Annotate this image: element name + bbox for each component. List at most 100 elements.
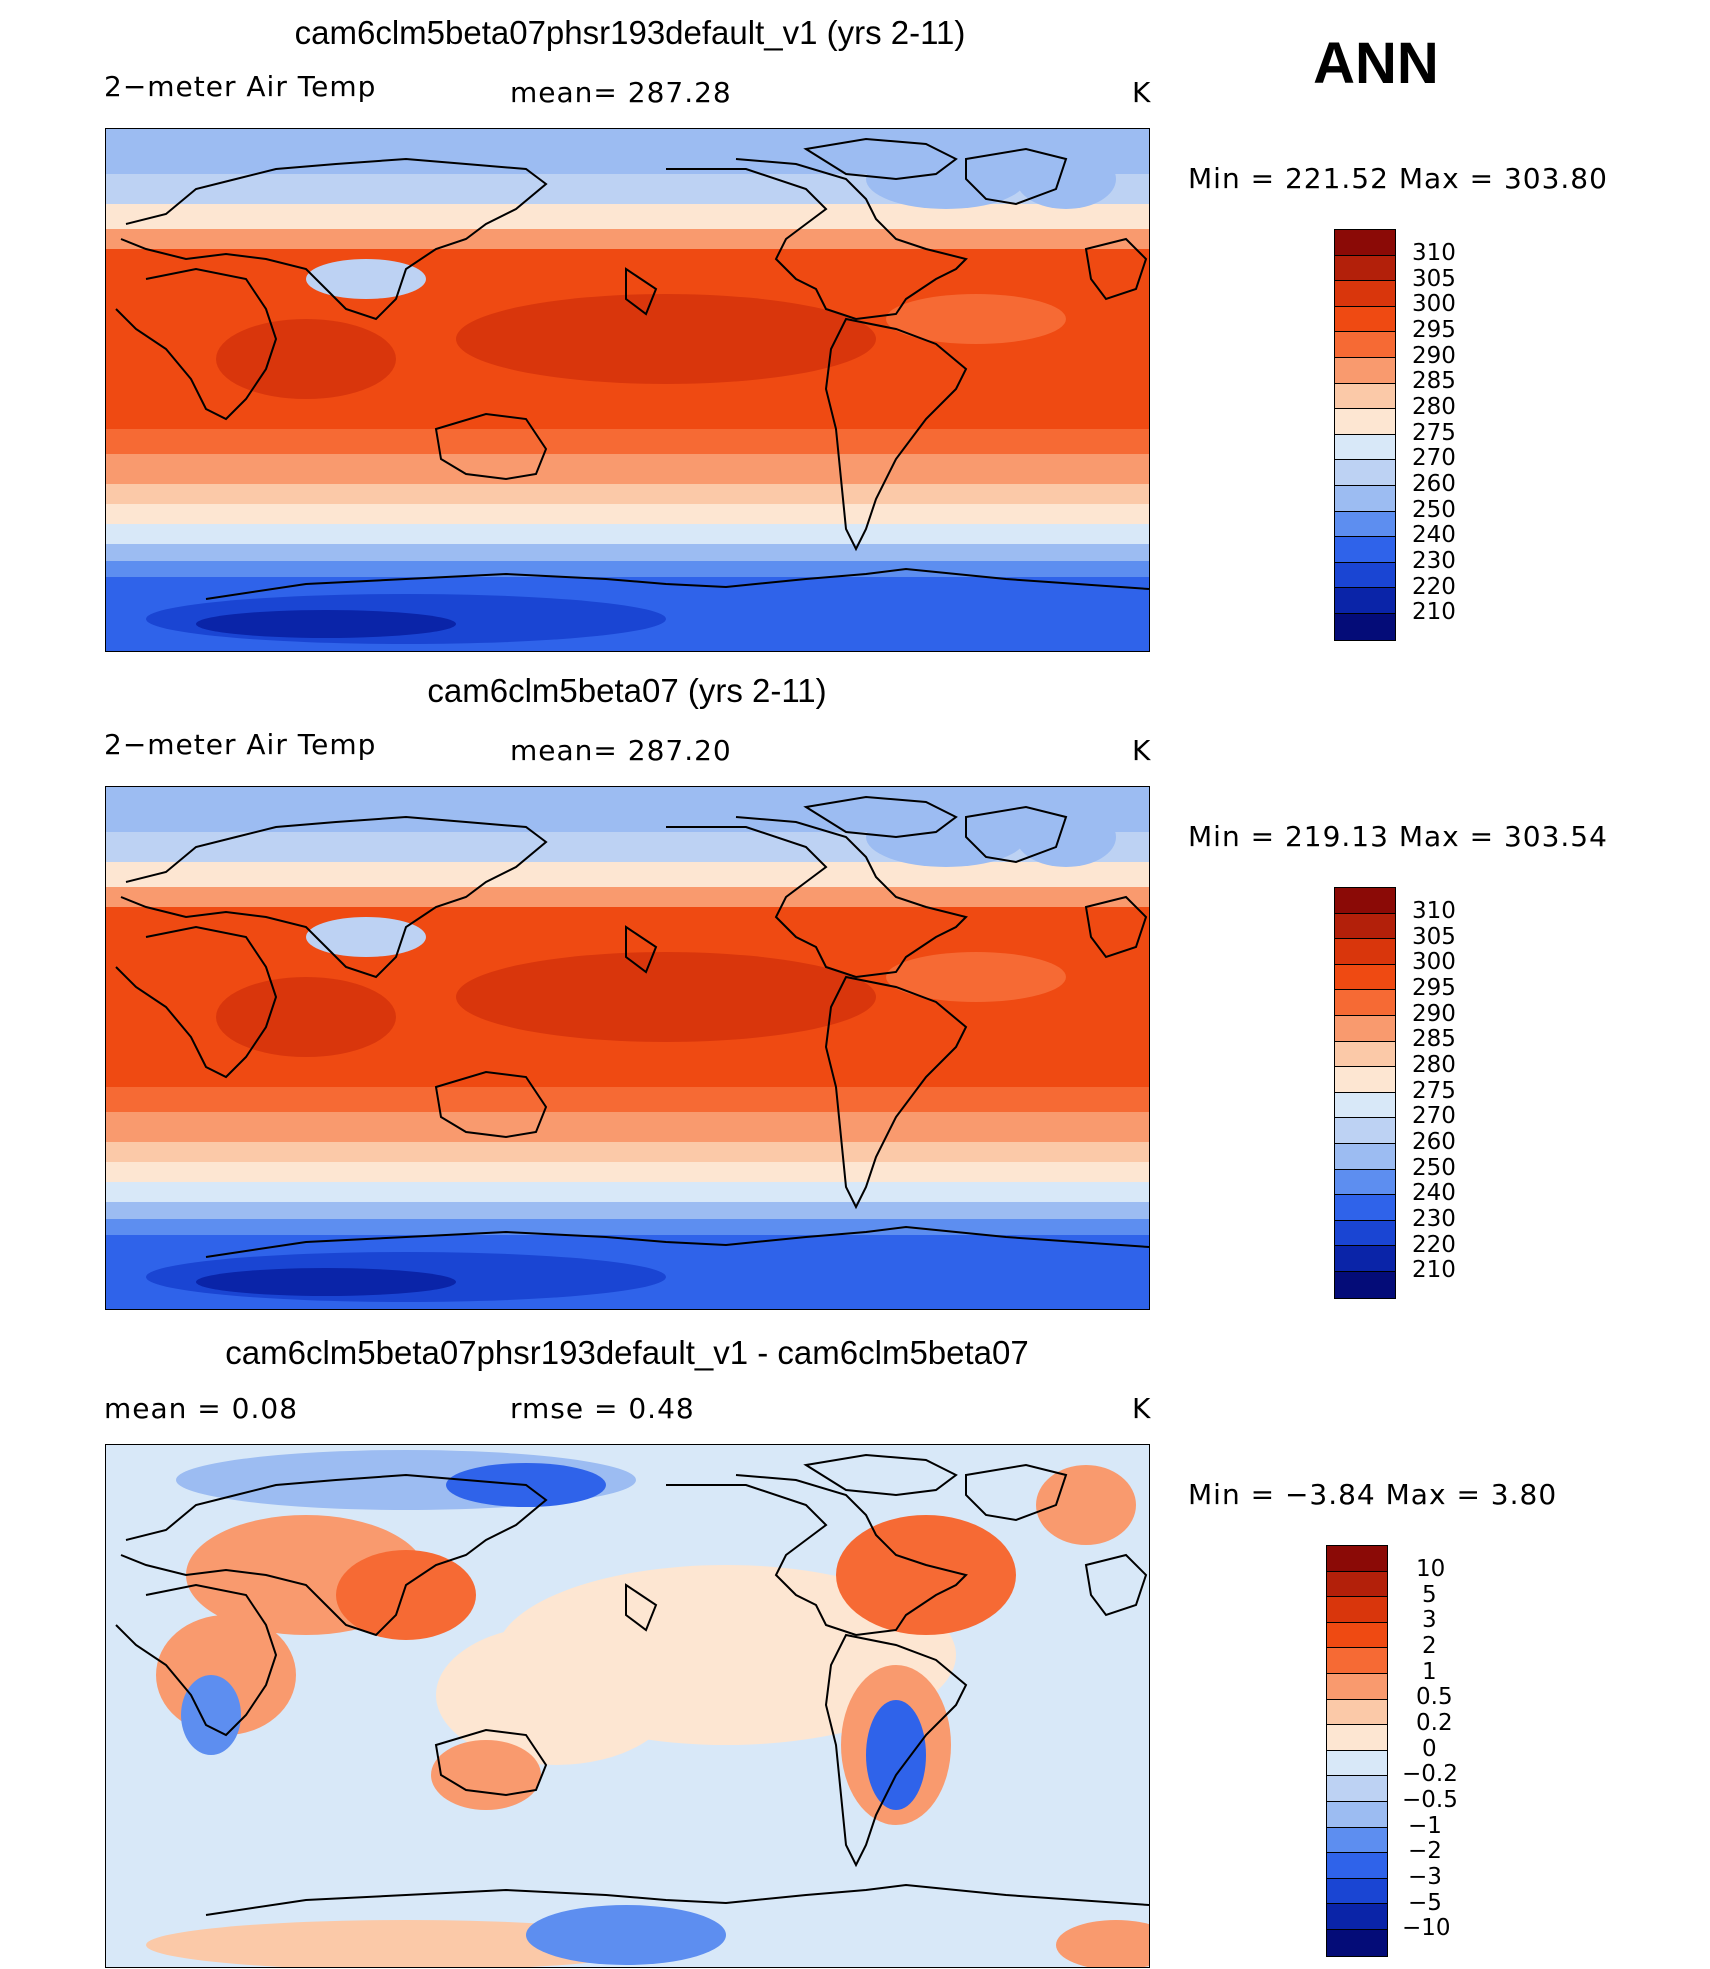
panel1-temperature-field [106, 129, 1149, 651]
colorbar-segment [1327, 1801, 1387, 1828]
colorbar-segment [1335, 939, 1395, 965]
panel2-variable-label: 2−meter Air Temp [104, 728, 377, 761]
panel2-units-label: K [1132, 734, 1152, 767]
colorbar-segment [1335, 990, 1395, 1016]
colorbar-segment [1335, 434, 1395, 461]
colorbar-segment [1327, 1853, 1387, 1879]
colorbar-tick-label: 250 [1412, 1155, 1456, 1181]
colorbar-segment [1335, 1041, 1395, 1068]
colorbar-tick-label: 230 [1412, 1206, 1456, 1232]
colorbar-segment [1335, 888, 1395, 914]
colorbar-tick-label: 250 [1412, 497, 1456, 523]
colorbar-tick-label: 5 [1422, 1582, 1437, 1608]
colorbar-tick-label: 260 [1412, 471, 1456, 497]
colorbar-tick-label: 310 [1412, 898, 1456, 924]
colorbar-tick-label: −10 [1402, 1915, 1451, 1941]
colorbar-segment [1335, 1143, 1395, 1170]
colorbar-segment [1335, 1092, 1395, 1119]
colorbar-tick-label: −0.2 [1402, 1761, 1458, 1787]
colorbar-segment [1335, 1169, 1395, 1196]
colorbar-segment [1335, 281, 1395, 307]
colorbar-tick-label: 300 [1412, 291, 1456, 317]
colorbar-segment [1327, 1571, 1387, 1598]
colorbar-segment [1335, 1271, 1395, 1298]
panel1-colorbar-ticks: 310 305 300 295 290 285 280 275 270 260 … [1412, 229, 1512, 639]
colorbar-tick-label: 230 [1412, 548, 1456, 574]
colorbar-tick-label: 3 [1422, 1607, 1437, 1633]
colorbar-tick-label: 220 [1412, 574, 1456, 600]
colorbar-tick-label: −2 [1408, 1838, 1442, 1864]
colorbar-tick-label: 0.2 [1416, 1710, 1453, 1736]
colorbar-segment [1335, 511, 1395, 538]
colorbar-tick-label: 290 [1412, 343, 1456, 369]
colorbar-segment [1327, 1929, 1387, 1956]
panel3-colorbar [1326, 1545, 1388, 1957]
colorbar-tick-label: 310 [1412, 240, 1456, 266]
colorbar-segment [1335, 537, 1395, 563]
colorbar-segment [1335, 409, 1395, 435]
colorbar-tick-label: 285 [1412, 368, 1456, 394]
panel1-minmax-label: Min = 221.52 Max = 303.80 [1188, 162, 1608, 195]
colorbar-segment [1335, 1067, 1395, 1093]
colorbar-segment [1335, 255, 1395, 282]
panel3-colorbar-ticks: 10 5 3 2 1 0.5 0.2 0 −0.2 −0.5 −1 −2 −3 … [1402, 1545, 1502, 1955]
panel1-variable-label: 2−meter Air Temp [104, 70, 377, 103]
colorbar-tick-label: 270 [1412, 445, 1456, 471]
panel2-minmax-label: Min = 219.13 Max = 303.54 [1188, 820, 1608, 853]
panel2-temperature-field [106, 787, 1149, 1309]
colorbar-tick-label: 260 [1412, 1129, 1456, 1155]
panel3-title: cam6clm5beta07phsr193default_v1 - cam6cl… [225, 1334, 1029, 1371]
colorbar-segment [1335, 485, 1395, 512]
colorbar-segment [1327, 1622, 1387, 1649]
colorbar-segment [1335, 1220, 1395, 1247]
colorbar-tick-label: 0 [1422, 1736, 1437, 1762]
panel3-units-label: K [1132, 1392, 1152, 1425]
colorbar-tick-label: 240 [1412, 522, 1456, 548]
colorbar-segment [1335, 230, 1395, 256]
panel3-map [105, 1444, 1150, 1968]
panel3-minmax-label: Min = −3.84 Max = 3.80 [1188, 1478, 1558, 1511]
colorbar-tick-label: −0.5 [1402, 1787, 1458, 1813]
colorbar-segment [1327, 1904, 1387, 1930]
panel3-mean-label: mean = 0.08 [104, 1392, 299, 1425]
colorbar-tick-label: 285 [1412, 1026, 1456, 1052]
colorbar-segment [1335, 1118, 1395, 1144]
colorbar-segment [1335, 562, 1395, 589]
colorbar-segment [1327, 1597, 1387, 1623]
colorbar-segment [1327, 1699, 1387, 1726]
colorbar-segment [1335, 964, 1395, 991]
panel1-title: cam6clm5beta07phsr193default_v1 (yrs 2-1… [294, 14, 966, 51]
colorbar-segment [1335, 588, 1395, 614]
colorbar-tick-label: 280 [1412, 394, 1456, 420]
season-label: ANN [1313, 31, 1439, 96]
panel2-title: cam6clm5beta07 (yrs 2-11) [427, 672, 827, 709]
colorbar-segment [1335, 1195, 1395, 1221]
colorbar-segment [1327, 1776, 1387, 1802]
colorbar-tick-label: 1 [1422, 1659, 1437, 1685]
colorbar-tick-label: 300 [1412, 949, 1456, 975]
panel2-colorbar-ticks: 310 305 300 295 290 285 280 275 270 260 … [1412, 887, 1512, 1297]
colorbar-tick-label: 10 [1416, 1556, 1446, 1582]
colorbar-segment [1335, 1246, 1395, 1272]
colorbar-tick-label: 290 [1412, 1001, 1456, 1027]
colorbar-tick-label: 270 [1412, 1103, 1456, 1129]
colorbar-segment [1335, 306, 1395, 333]
colorbar-segment [1335, 1015, 1395, 1042]
panel2-map [105, 786, 1150, 1310]
panel2-mean-label: mean= 287.20 [510, 734, 732, 767]
colorbar-tick-label: −5 [1408, 1890, 1442, 1916]
colorbar-tick-label: 220 [1412, 1232, 1456, 1258]
colorbar-tick-label: 0.5 [1416, 1684, 1453, 1710]
colorbar-segment [1327, 1725, 1387, 1751]
colorbar-segment [1335, 460, 1395, 486]
panel1-mean-label: mean= 287.28 [510, 76, 732, 109]
panel1-units-label: K [1132, 76, 1152, 109]
colorbar-tick-label: 210 [1412, 1257, 1456, 1283]
panel1-map [105, 128, 1150, 652]
panel3-difference-field [106, 1445, 1149, 1967]
colorbar-tick-label: 275 [1412, 1078, 1456, 1104]
colorbar-segment [1327, 1827, 1387, 1854]
colorbar-tick-label: 275 [1412, 420, 1456, 446]
colorbar-segment [1327, 1648, 1387, 1674]
colorbar-tick-label: −3 [1408, 1864, 1442, 1890]
